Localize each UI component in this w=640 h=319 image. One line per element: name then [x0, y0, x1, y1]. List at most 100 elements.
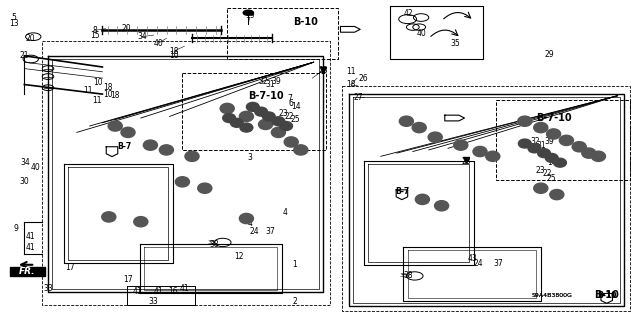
Text: 2: 2: [292, 297, 297, 306]
Ellipse shape: [239, 213, 253, 224]
Text: 40: 40: [154, 39, 164, 48]
Text: 33: 33: [43, 284, 53, 293]
Text: 24: 24: [250, 227, 260, 236]
Text: B-7: B-7: [118, 142, 132, 151]
Text: 40: 40: [416, 29, 426, 38]
Text: 37: 37: [493, 259, 503, 268]
Text: 7: 7: [287, 94, 292, 103]
Text: 22: 22: [543, 169, 552, 178]
Ellipse shape: [538, 149, 550, 158]
Text: 38: 38: [209, 240, 220, 249]
Ellipse shape: [159, 145, 173, 155]
Text: 20: 20: [26, 34, 36, 43]
Ellipse shape: [255, 107, 268, 116]
Ellipse shape: [454, 140, 468, 150]
Text: 17: 17: [65, 263, 76, 272]
Text: 10: 10: [169, 51, 179, 60]
Text: 31: 31: [536, 141, 547, 150]
Ellipse shape: [134, 217, 148, 227]
Text: 30: 30: [19, 177, 29, 186]
Ellipse shape: [143, 140, 157, 150]
Text: 41: 41: [26, 232, 36, 241]
Text: 41: 41: [154, 287, 164, 296]
Text: 7: 7: [541, 149, 547, 158]
Text: 11: 11: [93, 96, 102, 105]
Text: 25: 25: [547, 174, 557, 182]
Text: 3: 3: [247, 153, 252, 162]
Ellipse shape: [550, 189, 564, 200]
Text: 8: 8: [92, 26, 97, 35]
Text: 21: 21: [20, 51, 29, 60]
Ellipse shape: [121, 127, 135, 137]
Text: 41: 41: [179, 284, 189, 293]
Text: 31: 31: [265, 80, 275, 89]
Text: 38: 38: [207, 240, 215, 245]
Ellipse shape: [259, 119, 273, 130]
Ellipse shape: [102, 212, 116, 222]
Ellipse shape: [545, 153, 558, 162]
Ellipse shape: [175, 177, 189, 187]
Text: B-10: B-10: [597, 291, 616, 300]
Text: 29: 29: [544, 50, 554, 59]
Ellipse shape: [428, 132, 442, 142]
Text: 41: 41: [26, 243, 36, 252]
Ellipse shape: [223, 114, 236, 122]
Text: FR.: FR.: [19, 267, 36, 276]
Text: 10: 10: [102, 90, 113, 99]
Text: 42: 42: [403, 9, 413, 18]
Text: 18: 18: [111, 91, 120, 100]
Text: 1: 1: [292, 260, 297, 269]
Text: 5: 5: [12, 13, 17, 22]
Text: 10: 10: [93, 78, 103, 87]
Text: 6: 6: [547, 153, 552, 162]
Ellipse shape: [399, 116, 413, 126]
Ellipse shape: [547, 129, 561, 139]
Ellipse shape: [271, 127, 285, 137]
Text: 32: 32: [530, 137, 540, 146]
Ellipse shape: [240, 123, 253, 132]
Text: S9A4B3800G: S9A4B3800G: [531, 293, 572, 298]
Text: 12: 12: [234, 252, 243, 261]
Text: 33: 33: [148, 297, 159, 306]
Text: 11: 11: [84, 86, 93, 95]
Text: B-10: B-10: [595, 290, 619, 300]
Text: 39: 39: [544, 137, 554, 146]
Text: B-7: B-7: [395, 187, 409, 196]
Ellipse shape: [591, 151, 605, 161]
Text: B-7-10: B-7-10: [248, 91, 284, 101]
Ellipse shape: [559, 135, 573, 145]
Ellipse shape: [534, 183, 548, 193]
Ellipse shape: [262, 112, 275, 121]
Text: 28: 28: [461, 157, 470, 166]
Text: B-10: B-10: [294, 17, 318, 27]
Text: 43: 43: [467, 254, 477, 263]
Ellipse shape: [582, 148, 596, 158]
Ellipse shape: [294, 145, 308, 155]
Text: 34: 34: [20, 158, 31, 167]
Circle shape: [243, 10, 253, 15]
Ellipse shape: [246, 102, 259, 111]
Text: 34: 34: [137, 32, 147, 41]
Ellipse shape: [280, 122, 292, 130]
Text: 9: 9: [13, 224, 19, 233]
Text: 4: 4: [247, 219, 252, 228]
Text: 4: 4: [282, 208, 287, 217]
Text: 22: 22: [285, 112, 294, 121]
Ellipse shape: [518, 139, 531, 148]
Text: 23: 23: [278, 109, 288, 118]
Ellipse shape: [534, 122, 548, 133]
Ellipse shape: [518, 116, 532, 126]
Text: 14: 14: [547, 158, 557, 167]
Text: 6: 6: [289, 99, 294, 108]
Text: 19: 19: [244, 11, 255, 20]
Ellipse shape: [220, 103, 234, 114]
Text: 18: 18: [103, 83, 112, 92]
Ellipse shape: [284, 137, 298, 147]
Text: 24: 24: [474, 259, 484, 268]
Text: 18: 18: [170, 47, 179, 56]
Text: 11: 11: [346, 67, 355, 76]
Ellipse shape: [486, 151, 500, 161]
Text: 37: 37: [265, 227, 275, 236]
Text: B-7-10: B-7-10: [536, 113, 572, 123]
Text: 41: 41: [132, 287, 143, 296]
